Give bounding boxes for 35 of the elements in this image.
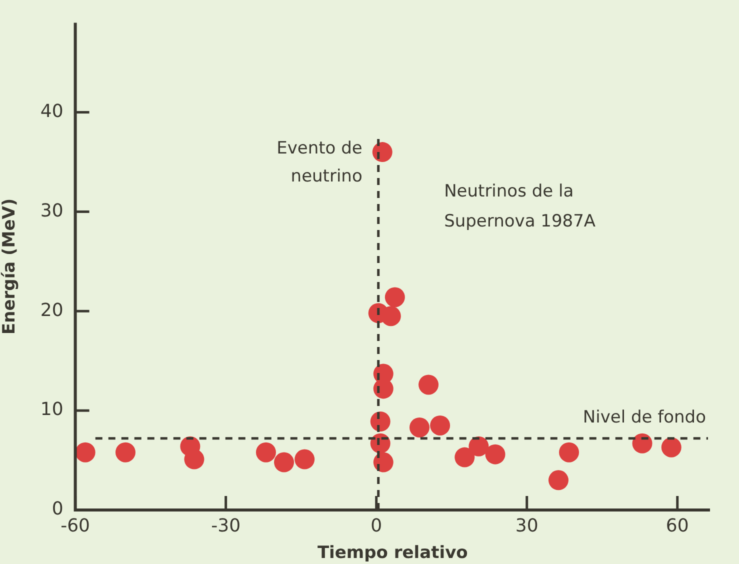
point bbox=[632, 433, 652, 454]
y-tick-label: 10 bbox=[40, 399, 64, 420]
point bbox=[454, 447, 475, 468]
ref-line-label: Evento de neutrino bbox=[276, 138, 362, 186]
point bbox=[548, 470, 568, 490]
point bbox=[430, 415, 450, 436]
point bbox=[373, 452, 394, 472]
point bbox=[294, 449, 315, 470]
annotation: Neutrinos de la Supernova 1987A bbox=[444, 181, 596, 232]
point bbox=[75, 442, 96, 462]
y-tick-label: 30 bbox=[40, 200, 64, 222]
x-axis-title: Tiempo relativo bbox=[317, 543, 468, 564]
point bbox=[468, 436, 489, 456]
y-tick-label: 40 bbox=[40, 100, 64, 122]
y-axis-title: Energía (MeV) bbox=[0, 198, 20, 334]
point bbox=[559, 442, 580, 462]
point bbox=[372, 142, 392, 162]
point bbox=[184, 449, 204, 470]
point bbox=[274, 452, 294, 472]
point bbox=[384, 287, 405, 308]
x-tick-label: -30 bbox=[211, 515, 241, 536]
point bbox=[380, 306, 401, 326]
y-tick-label: 0 bbox=[52, 498, 64, 520]
point bbox=[256, 442, 276, 462]
point bbox=[418, 374, 439, 395]
ref-line-label: Nivel de fondo bbox=[582, 407, 706, 428]
y-tick-label: 20 bbox=[40, 300, 64, 321]
x-tick-label: -60 bbox=[60, 515, 90, 536]
x-tick-label: 60 bbox=[666, 515, 689, 536]
x-tick-label: 30 bbox=[515, 515, 538, 536]
x-tick-label: 0 bbox=[370, 515, 382, 536]
point bbox=[661, 437, 682, 458]
point bbox=[115, 442, 136, 462]
point bbox=[409, 417, 430, 438]
point bbox=[485, 444, 506, 464]
